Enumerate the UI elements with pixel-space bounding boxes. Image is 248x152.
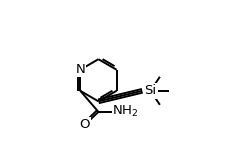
Text: Si: Si — [144, 84, 156, 97]
Text: N: N — [75, 63, 85, 76]
Text: NH$_2$: NH$_2$ — [113, 104, 139, 119]
Text: O: O — [80, 118, 90, 131]
